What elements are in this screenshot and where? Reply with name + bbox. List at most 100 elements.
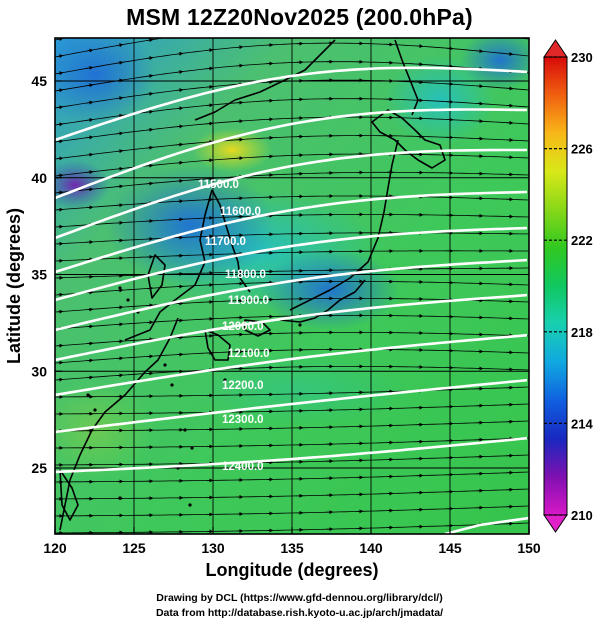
wind-arrow [87, 33, 93, 34]
wind-arrow [86, 135, 94, 140]
x-axis-label: Longitude (degrees) [205, 560, 378, 580]
contour-label: 11600.0 [220, 206, 261, 218]
wind-arrow [56, 122, 64, 127]
y-tick-label: 35 [31, 267, 47, 283]
y-tick-label: 30 [31, 363, 47, 379]
wind-arrow [176, 160, 184, 165]
streamline [55, 403, 529, 415]
map-plot-area[interactable]: 11500.011600.011700.011800.011900.012000… [35, 6, 540, 535]
wind-arrow [146, 163, 154, 168]
coastline-segment [147, 254, 166, 299]
island-dot [170, 383, 174, 387]
colorbar: 230 226 222 218 214 210 [543, 39, 593, 533]
wind-arrow [86, 187, 94, 192]
streamline [55, 38, 68, 41]
wind-arrow [116, 131, 124, 136]
wind-arrow [207, 31, 213, 32]
streamline [55, 332, 529, 347]
streamline [55, 267, 529, 279]
wind-arrow [176, 142, 184, 147]
wind-arrow [116, 166, 124, 171]
y-tick-label: 25 [31, 460, 47, 476]
wind-arrow [146, 145, 154, 150]
wind-arrow [447, 13, 453, 14]
coastline-segment [59, 469, 79, 521]
map-title: MSM 12Z20Nov2025 (200.0hPa) [126, 4, 473, 30]
wind-arrow [237, 10, 243, 11]
coastline-segment [59, 317, 179, 531]
coastline-segment [204, 329, 231, 361]
wind-arrow [176, 106, 184, 111]
temperature-field-cyan-ne [385, 55, 495, 145]
wind-arrow [116, 113, 124, 118]
credit-data: Data from http://database.rish.kyoto-u.a… [155, 607, 444, 619]
colorbar-label: 214 [571, 416, 593, 431]
x-tick-label: 135 [280, 540, 304, 556]
coastline-segment [124, 189, 213, 341]
island-dot [118, 286, 122, 290]
wind-arrow [476, 49, 484, 54]
temperature-field-coldest-area [55, 160, 110, 210]
colorbar-max-triangle [543, 39, 568, 58]
island-dot [188, 503, 192, 507]
wind-arrow [146, 127, 154, 132]
island-dot [163, 363, 167, 367]
x-tick-label: 130 [201, 540, 225, 556]
wind-arrow [86, 170, 94, 175]
streamline [55, 171, 529, 194]
streamline [55, 250, 529, 262]
wind-arrow [206, 48, 214, 53]
y-axis-ticks: 25 30 35 40 45 [31, 73, 62, 476]
contour-label: 11900.0 [228, 295, 269, 307]
height-contour-line [444, 516, 529, 534]
streamline [55, 195, 529, 211]
streamline [55, 471, 529, 483]
coastline-segment [194, 39, 336, 121]
wind-arrow [146, 181, 154, 186]
colorbar-label: 222 [571, 233, 593, 248]
wind-arrow [116, 43, 124, 48]
streamline [55, 366, 529, 381]
wind-arrow [116, 184, 124, 189]
colorbar-min-triangle [543, 514, 568, 533]
island-dot [93, 408, 97, 412]
streamline [55, 61, 529, 92]
coastline-segment [394, 39, 419, 116]
contour-label: 11800.0 [225, 269, 266, 281]
wind-arrow [56, 88, 64, 93]
streamline [55, 232, 529, 245]
streamline [55, 42, 529, 75]
wind-arrow [237, 28, 243, 29]
wind-arrow [206, 103, 214, 108]
contour-label: 11500.0 [198, 179, 239, 191]
wind-arrow [477, 33, 483, 34]
wind-arrow [506, 52, 514, 57]
wind-arrow [56, 105, 64, 110]
streamline [55, 38, 529, 58]
streamline [55, 349, 529, 364]
streamline [55, 386, 529, 398]
island-dot [126, 298, 130, 302]
height-contour-line [55, 190, 528, 274]
height-contour-line [55, 258, 528, 332]
temperature-field-warm-area [192, 128, 272, 172]
contour-label: 12300.0 [222, 414, 264, 426]
y-axis-label: Latitude (degrees) [4, 208, 24, 364]
wind-arrow [86, 65, 94, 70]
wind-arrow [86, 100, 94, 105]
wind-arrow [86, 83, 94, 88]
island-dot [298, 323, 302, 327]
island-dot [118, 496, 122, 500]
height-contour-line [55, 226, 528, 302]
streamline [55, 437, 529, 449]
temperature-field-cold-area-nw [55, 38, 155, 125]
colorbar-label: 226 [571, 142, 593, 157]
height-contour-line [55, 148, 527, 240]
wind-arrow [177, 17, 183, 18]
wind-arrow [177, 35, 183, 36]
streamline [55, 505, 529, 517]
wind-arrow [56, 173, 64, 178]
wind-arrow [176, 124, 184, 129]
x-tick-label: 150 [517, 540, 541, 556]
